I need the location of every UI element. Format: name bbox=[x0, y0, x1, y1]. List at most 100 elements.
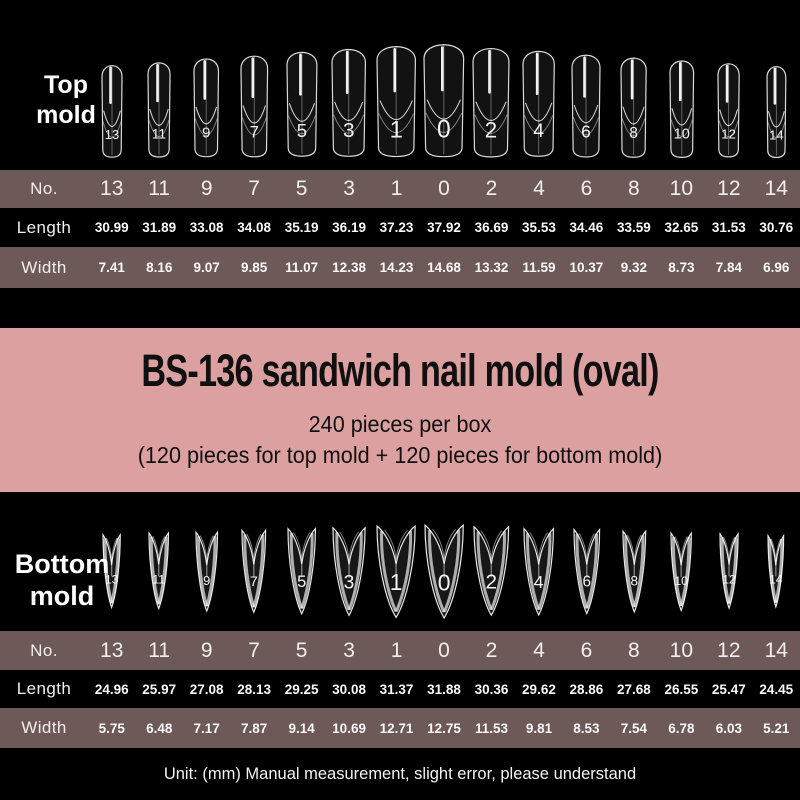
svg-text:1: 1 bbox=[390, 116, 403, 143]
banner-line2: (120 pieces for top mold + 120 pieces fo… bbox=[137, 442, 663, 468]
top-mold-label: Top mold bbox=[36, 71, 96, 129]
bottom-nail-7: 7 bbox=[241, 528, 267, 614]
width-value-cell: 9.85 bbox=[241, 260, 268, 275]
bottom-mold-section: 13 11 9 7 5 3 1 0 2 4 6 8 10 12 14 Bottom mold bbox=[0, 492, 800, 631]
size-number-header-cell: 6 bbox=[580, 638, 593, 662]
width-value-cell: 6.96 bbox=[763, 260, 790, 275]
length-value-cell: 32.65 bbox=[664, 220, 699, 235]
size-number-header-cell: 9 bbox=[200, 638, 213, 662]
size-number-header-cell: 0 bbox=[438, 638, 450, 662]
length-value-cell: 37.92 bbox=[427, 220, 461, 235]
svg-text:14: 14 bbox=[770, 573, 784, 587]
top-nail-11: 11 bbox=[147, 62, 171, 158]
width-value-cell: 8.16 bbox=[146, 260, 173, 275]
length-value-cell: 30.99 bbox=[94, 220, 129, 235]
length-value-cell: 31.53 bbox=[711, 220, 746, 235]
width-value-cell: 11.07 bbox=[285, 260, 319, 275]
length-value-cell: 28.86 bbox=[569, 681, 604, 697]
svg-text:6: 6 bbox=[582, 121, 592, 141]
svg-text:12: 12 bbox=[721, 126, 736, 141]
size-number-header-cell: 11 bbox=[148, 638, 171, 662]
top-nail-6: 6 bbox=[571, 54, 601, 158]
top-nail-14: 14 bbox=[766, 65, 787, 158]
svg-text:6: 6 bbox=[582, 573, 591, 590]
length-value-cell: 30.08 bbox=[332, 681, 366, 697]
size-number-header-cell: 8 bbox=[628, 638, 640, 662]
svg-text:1: 1 bbox=[390, 569, 403, 595]
size-number-header-cell: 7 bbox=[248, 177, 260, 200]
width-value-cell: 7.41 bbox=[98, 260, 125, 275]
top-table-width-label: Width bbox=[21, 257, 67, 277]
bottom-nail-2: 2 bbox=[473, 525, 510, 617]
top-nail-0: 0 bbox=[423, 43, 465, 157]
size-number-header-cell: 7 bbox=[248, 638, 260, 662]
width-value-cell: 6.48 bbox=[146, 720, 173, 736]
top-nail-13: 13 bbox=[101, 64, 123, 158]
top-nail-12: 12 bbox=[717, 63, 740, 158]
top-table-length-row: Length 30.99 31.89 33.08 34.08 35.19 36.19 37.… bbox=[0, 208, 800, 247]
top-table-width-cells: 7.41 8.16 9.07 9.85 11.07 12.38 14.23 14.68 13.3… bbox=[88, 260, 800, 275]
bottom-mold-nail-row: 13 11 9 7 5 3 1 0 2 4 6 8 10 12 14 bbox=[0, 492, 800, 631]
width-value-cell: 9.07 bbox=[193, 260, 220, 275]
width-value-cell: 9.32 bbox=[620, 260, 648, 275]
bottom-nail-0: 0 bbox=[424, 523, 464, 620]
size-number-header-cell: 12 bbox=[717, 177, 741, 200]
width-value-cell: 8.73 bbox=[668, 260, 695, 275]
length-value-cell: 26.55 bbox=[664, 681, 699, 697]
top-table-width-row: Width 7.41 8.16 9.07 9.85 11.07 12.38 14.23 14.… bbox=[0, 247, 800, 288]
size-number-header-cell: 10 bbox=[669, 177, 694, 200]
top-table-no-cells: 13 11 9 7 5 3 1 0 2 4 6 8 10 12 14 bbox=[88, 177, 800, 201]
length-value-cell: 31.89 bbox=[142, 220, 177, 235]
width-value-cell: 7.84 bbox=[715, 260, 742, 275]
bottom-table-no-row: No. 13 11 9 7 5 3 1 0 2 4 6 8 10 12 14 bbox=[0, 631, 800, 670]
svg-text:0: 0 bbox=[438, 569, 451, 595]
svg-text:4: 4 bbox=[534, 120, 545, 142]
size-number-header-cell: 3 bbox=[343, 638, 355, 662]
bottom-nail-14: 14 bbox=[767, 533, 785, 609]
bottom-nail-4: 4 bbox=[523, 526, 555, 616]
bottom-nail-11: 11 bbox=[148, 531, 170, 611]
svg-text:5: 5 bbox=[297, 573, 306, 591]
width-value-cell: 5.75 bbox=[98, 720, 125, 736]
size-number-header-cell: 1 bbox=[390, 638, 403, 662]
svg-text:7: 7 bbox=[250, 574, 258, 590]
length-value-cell: 29.62 bbox=[522, 681, 556, 697]
width-value-cell: 14.68 bbox=[427, 260, 461, 275]
product-title: BS-136 sandwich nail mold (oval) bbox=[141, 345, 659, 396]
top-table-length-cells: 30.99 31.89 33.08 34.08 35.19 36.19 37.23 37.92… bbox=[88, 220, 800, 235]
banner-line1: 240 pieces per box bbox=[308, 411, 492, 437]
length-value-cell: 28.13 bbox=[237, 681, 272, 697]
unit-note-text: Unit: (mm) Manual measurement, slight er… bbox=[163, 764, 637, 783]
length-value-cell: 31.88 bbox=[427, 681, 461, 697]
svg-text:8: 8 bbox=[630, 125, 639, 142]
svg-text:5: 5 bbox=[296, 120, 306, 141]
bottom-table-no-label: No. bbox=[30, 640, 58, 660]
length-value-cell: 30.36 bbox=[474, 681, 509, 697]
length-value-cell: 34.08 bbox=[237, 220, 272, 235]
bottom-table-length-label: Length bbox=[16, 679, 72, 698]
width-value-cell: 12.71 bbox=[379, 720, 414, 736]
width-value-cell: 9.81 bbox=[525, 720, 553, 736]
svg-text:2: 2 bbox=[486, 571, 498, 594]
svg-text:11: 11 bbox=[153, 573, 166, 587]
svg-text:9: 9 bbox=[203, 573, 210, 588]
size-number-header-cell: 13 bbox=[100, 638, 124, 662]
divider-strip bbox=[0, 288, 800, 328]
length-value-cell: 33.08 bbox=[189, 220, 224, 235]
width-value-cell: 7.87 bbox=[241, 720, 268, 736]
top-nail-2: 2 bbox=[472, 47, 511, 158]
svg-text:11: 11 bbox=[152, 126, 166, 141]
bottom-table-width-cells: 5.75 6.48 7.17 7.87 9.14 10.69 12.71 12.75 11.53… bbox=[88, 721, 800, 736]
top-nail-9: 9 bbox=[193, 58, 220, 158]
svg-text:10: 10 bbox=[673, 126, 689, 142]
length-value-cell: 31.37 bbox=[379, 681, 414, 697]
width-value-cell: 11.53 bbox=[474, 720, 508, 736]
width-value-cell: 7.17 bbox=[193, 720, 220, 736]
width-value-cell: 6.78 bbox=[668, 720, 695, 736]
width-value-cell: 7.54 bbox=[620, 720, 648, 736]
product-banner: BS-136 sandwich nail mold (oval) 240 pie… bbox=[0, 328, 800, 492]
svg-text:4: 4 bbox=[534, 572, 544, 592]
svg-text:3: 3 bbox=[344, 572, 355, 593]
svg-text:13: 13 bbox=[105, 573, 119, 587]
top-nail-8: 8 bbox=[620, 57, 648, 158]
